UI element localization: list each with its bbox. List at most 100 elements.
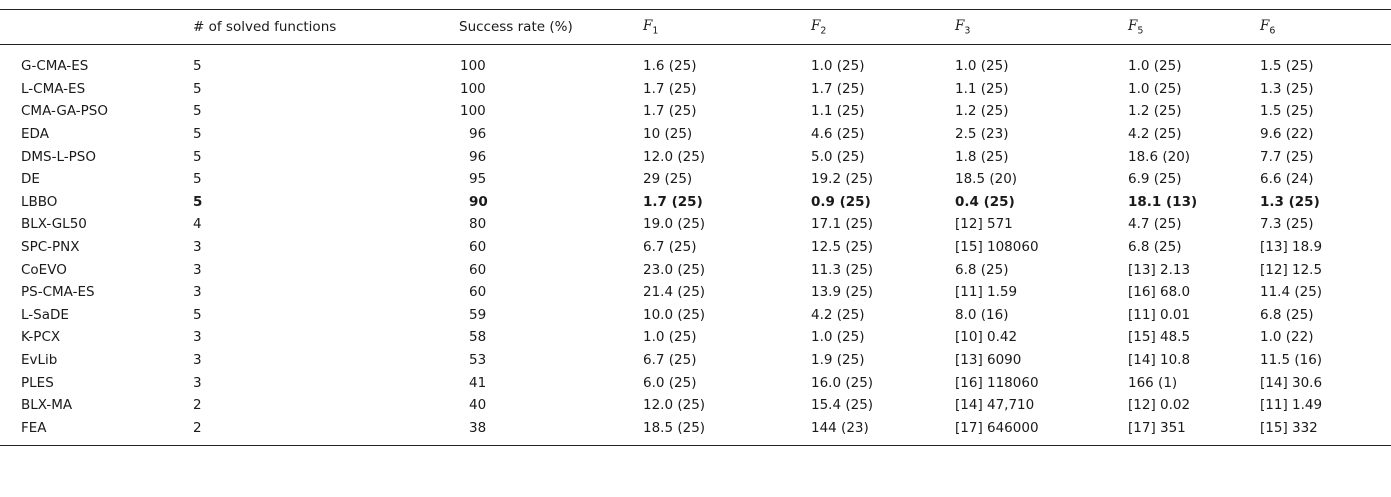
value-f5: 6.8 (25)	[1128, 239, 1182, 256]
value-f2: 15.4 (25)	[811, 397, 874, 414]
value-f3: [12] 571	[955, 216, 1013, 233]
value-f3: 0.4 (25)	[955, 193, 1015, 210]
value-f5: 1.0 (25)	[1128, 58, 1182, 75]
solved-functions: 5	[193, 58, 202, 75]
algorithm-name: DE	[21, 171, 40, 188]
value-f2: 17.1 (25)	[811, 216, 874, 233]
success-rate: 100	[460, 103, 486, 120]
results-table: # of solved functions Success rate (%) F…	[0, 9, 1391, 446]
value-f2: 5.0 (25)	[811, 148, 865, 165]
value-f5: 18.1 (13)	[1128, 193, 1198, 210]
algorithm-name: L-CMA-ES	[21, 80, 86, 97]
success-rate: 40	[469, 397, 487, 414]
table-row: SPC-PNX 3 60 6.7 (25) 12.5 (25) [15] 108060 6.…	[0, 236, 1391, 259]
solved-functions: 3	[193, 374, 202, 391]
value-f6: [13] 18.9	[1260, 239, 1323, 256]
value-f6: [14] 30.6	[1260, 374, 1323, 391]
header-name	[0, 10, 193, 45]
table-body: G-CMA-ES 5 100 1.6 (25) 1.0 (25) 1.0 (25) 1.0 …	[0, 45, 1391, 446]
value-f1: 18.5 (25)	[643, 419, 706, 436]
header-f3: F3	[955, 17, 971, 37]
success-rate: 80	[469, 216, 487, 233]
value-f5: 4.2 (25)	[1128, 126, 1182, 143]
value-f1: 10 (25)	[643, 126, 693, 143]
solved-functions: 5	[193, 306, 202, 323]
solved-functions: 4	[193, 216, 202, 233]
algorithm-name: BLX-GL50	[21, 216, 87, 233]
solved-functions: 3	[193, 239, 202, 256]
table-row: L-SaDE 5 59 10.0 (25) 4.2 (25) 8.0 (16) [11] 0…	[0, 304, 1391, 327]
value-f3: 1.1 (25)	[955, 80, 1009, 97]
success-rate: 59	[469, 306, 487, 323]
value-f2: 11.3 (25)	[811, 261, 874, 278]
header-f2: F2	[811, 17, 827, 37]
algorithm-name: L-SaDE	[21, 306, 69, 323]
table-row: L-CMA-ES 5 100 1.7 (25) 1.7 (25) 1.1 (25) 1.0 …	[0, 78, 1391, 101]
value-f1: 29 (25)	[643, 171, 693, 188]
value-f5: [14] 10.8	[1128, 352, 1191, 369]
solved-functions: 5	[193, 171, 202, 188]
value-f3: [17] 646000	[955, 419, 1039, 436]
value-f6: 1.0 (22)	[1260, 329, 1314, 346]
value-f5: [12] 0.02	[1128, 397, 1191, 414]
header-f1: F1	[643, 17, 659, 37]
value-f3: 2.5 (23)	[955, 126, 1009, 143]
value-f2: 4.2 (25)	[811, 306, 865, 323]
value-f5: [13] 2.13	[1128, 261, 1191, 278]
value-f5: 6.9 (25)	[1128, 171, 1182, 188]
solved-functions: 5	[193, 80, 202, 97]
table-row: BLX-MA 2 40 12.0 (25) 15.4 (25) [14] 47,710 [1…	[0, 394, 1391, 417]
value-f6: [12] 12.5	[1260, 261, 1323, 278]
value-f2: 4.6 (25)	[811, 126, 865, 143]
table-row: CMA-GA-PSO 5 100 1.7 (25) 1.1 (25) 1.2 (25) 1.…	[0, 100, 1391, 123]
header-f5: F5	[1128, 17, 1144, 37]
header-solved-functions: # of solved functions	[193, 19, 337, 35]
value-f1: 1.7 (25)	[643, 193, 703, 210]
solved-functions: 3	[193, 329, 202, 346]
algorithm-name: FEA	[21, 419, 47, 436]
value-f6: 9.6 (22)	[1260, 126, 1314, 143]
table-row: FEA 2 38 18.5 (25) 144 (23) [17] 646000 [17] 3…	[0, 417, 1391, 446]
value-f1: 12.0 (25)	[643, 397, 706, 414]
value-f2: 16.0 (25)	[811, 374, 874, 391]
success-rate: 90	[469, 193, 488, 210]
value-f3: [13] 6090	[955, 352, 1022, 369]
value-f5: 18.6 (20)	[1128, 148, 1191, 165]
table-row: EvLib 3 53 6.7 (25) 1.9 (25) [13] 6090 [14] 10…	[0, 349, 1391, 372]
value-f5: 1.0 (25)	[1128, 80, 1182, 97]
table-row: G-CMA-ES 5 100 1.6 (25) 1.0 (25) 1.0 (25) 1.0 …	[0, 45, 1391, 78]
success-rate: 53	[469, 352, 487, 369]
value-f2: 19.2 (25)	[811, 171, 874, 188]
solved-functions: 5	[193, 126, 202, 143]
algorithm-name: LBBO	[21, 193, 58, 210]
value-f2: 1.1 (25)	[811, 103, 865, 120]
success-rate: 100	[460, 58, 486, 75]
value-f6: 1.3 (25)	[1260, 80, 1314, 97]
solved-functions: 2	[193, 397, 202, 414]
value-f2: 12.5 (25)	[811, 239, 874, 256]
success-rate: 60	[469, 284, 487, 301]
value-f6: 11.4 (25)	[1260, 284, 1323, 301]
value-f5: 166 (1)	[1128, 374, 1178, 391]
value-f2: 1.0 (25)	[811, 58, 865, 75]
success-rate: 60	[469, 239, 487, 256]
value-f3: 6.8 (25)	[955, 261, 1009, 278]
solved-functions: 5	[193, 103, 202, 120]
value-f2: 1.0 (25)	[811, 329, 865, 346]
success-rate: 100	[460, 80, 486, 97]
value-f1: 12.0 (25)	[643, 148, 706, 165]
success-rate: 41	[469, 374, 487, 391]
solved-functions: 3	[193, 284, 202, 301]
success-rate: 96	[469, 148, 487, 165]
value-f6: 6.8 (25)	[1260, 306, 1314, 323]
value-f3: [16] 118060	[955, 374, 1039, 391]
value-f3: 8.0 (16)	[955, 306, 1009, 323]
value-f6: 6.6 (24)	[1260, 171, 1314, 188]
value-f1: 6.7 (25)	[643, 239, 697, 256]
value-f5: [16] 68.0	[1128, 284, 1191, 301]
value-f6: 1.3 (25)	[1260, 193, 1320, 210]
header-success-rate: Success rate (%)	[459, 19, 573, 35]
solved-functions: 3	[193, 261, 202, 278]
value-f5: [17] 351	[1128, 419, 1186, 436]
